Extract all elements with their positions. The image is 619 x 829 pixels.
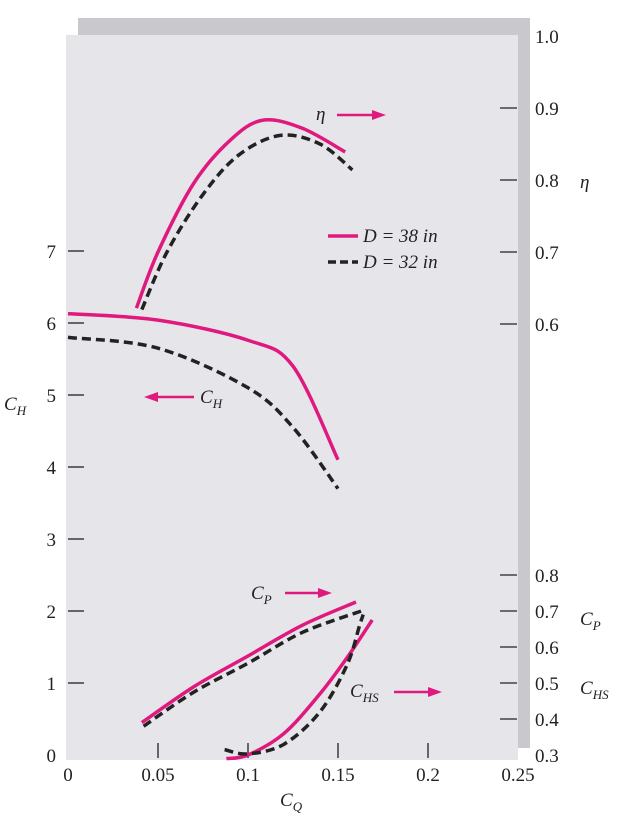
- cp-tick-label: 0.5: [535, 674, 559, 695]
- eta-annotation: η: [316, 104, 325, 125]
- chs-axis-title: CHS: [580, 678, 609, 702]
- cp-tick-label: 0.7: [535, 602, 559, 623]
- cp-curve-d38: [140, 600, 357, 725]
- chs-curve-d38: [226, 619, 374, 761]
- left-tick-label: 0: [47, 746, 57, 767]
- ch-curve-d32: [67, 335, 340, 490]
- left-tick-label: 5: [47, 386, 57, 407]
- x-tick-label: 0.05: [141, 765, 174, 786]
- legend-label-32: D = 32 in: [362, 252, 438, 273]
- eta-curve-d38: [134, 118, 347, 309]
- cp-arrowhead-icon: [318, 588, 332, 598]
- legend-label-38: D = 38 in: [362, 226, 438, 247]
- x-tick-label: 0.25: [501, 765, 534, 786]
- plot-area: [66, 35, 518, 760]
- x-tick-label: 0.15: [321, 765, 354, 786]
- left-tick-label: 6: [47, 314, 57, 335]
- cp-tick-label: 0.8: [535, 566, 559, 587]
- left-tick-label: 4: [47, 458, 57, 479]
- ch-annotation: CH: [200, 387, 223, 411]
- x-axis-title: CQ: [280, 790, 303, 814]
- eta-arrowhead-icon: [372, 110, 386, 120]
- x-tick-label: 0: [63, 765, 73, 786]
- cp-tick-label: 0.4: [535, 710, 559, 731]
- ch-curve-d38: [67, 311, 340, 461]
- cp-tick-label: 0.6: [535, 638, 559, 659]
- left-tick-label: 7: [47, 242, 57, 263]
- left-tick-label: 3: [47, 530, 57, 551]
- x-tick-label: 0.2: [416, 765, 440, 786]
- plot-shadow-right: [516, 18, 530, 748]
- cp-axis-title: CP: [580, 609, 601, 633]
- left-tick-label: 1: [47, 674, 57, 695]
- eta-tick-label: 0.9: [535, 99, 559, 120]
- ch-arrowhead-icon: [144, 392, 158, 402]
- plot-shadow-top: [78, 18, 530, 38]
- eta-tick-label: 1.0: [535, 27, 559, 48]
- cp-curve-d32: [142, 609, 362, 728]
- left-axis-title: CH: [4, 394, 27, 418]
- chs-arrowhead-icon: [428, 687, 442, 697]
- cp-annotation: CP: [251, 583, 272, 607]
- eta-tick-label: 0.7: [535, 243, 559, 264]
- eta-tick-label: 0.8: [535, 171, 559, 192]
- cp-tick-label: 0.3: [535, 746, 559, 767]
- eta-curve-d32: [140, 133, 354, 311]
- x-tick-label: 0.1: [236, 765, 260, 786]
- chs-annotation: CHS: [350, 681, 379, 705]
- legend: D = 38 in D = 32 in: [328, 226, 438, 273]
- left-tick-label: 2: [47, 602, 57, 623]
- eta-tick-label: 0.6: [535, 315, 559, 336]
- eta-axis-title: η: [580, 172, 589, 193]
